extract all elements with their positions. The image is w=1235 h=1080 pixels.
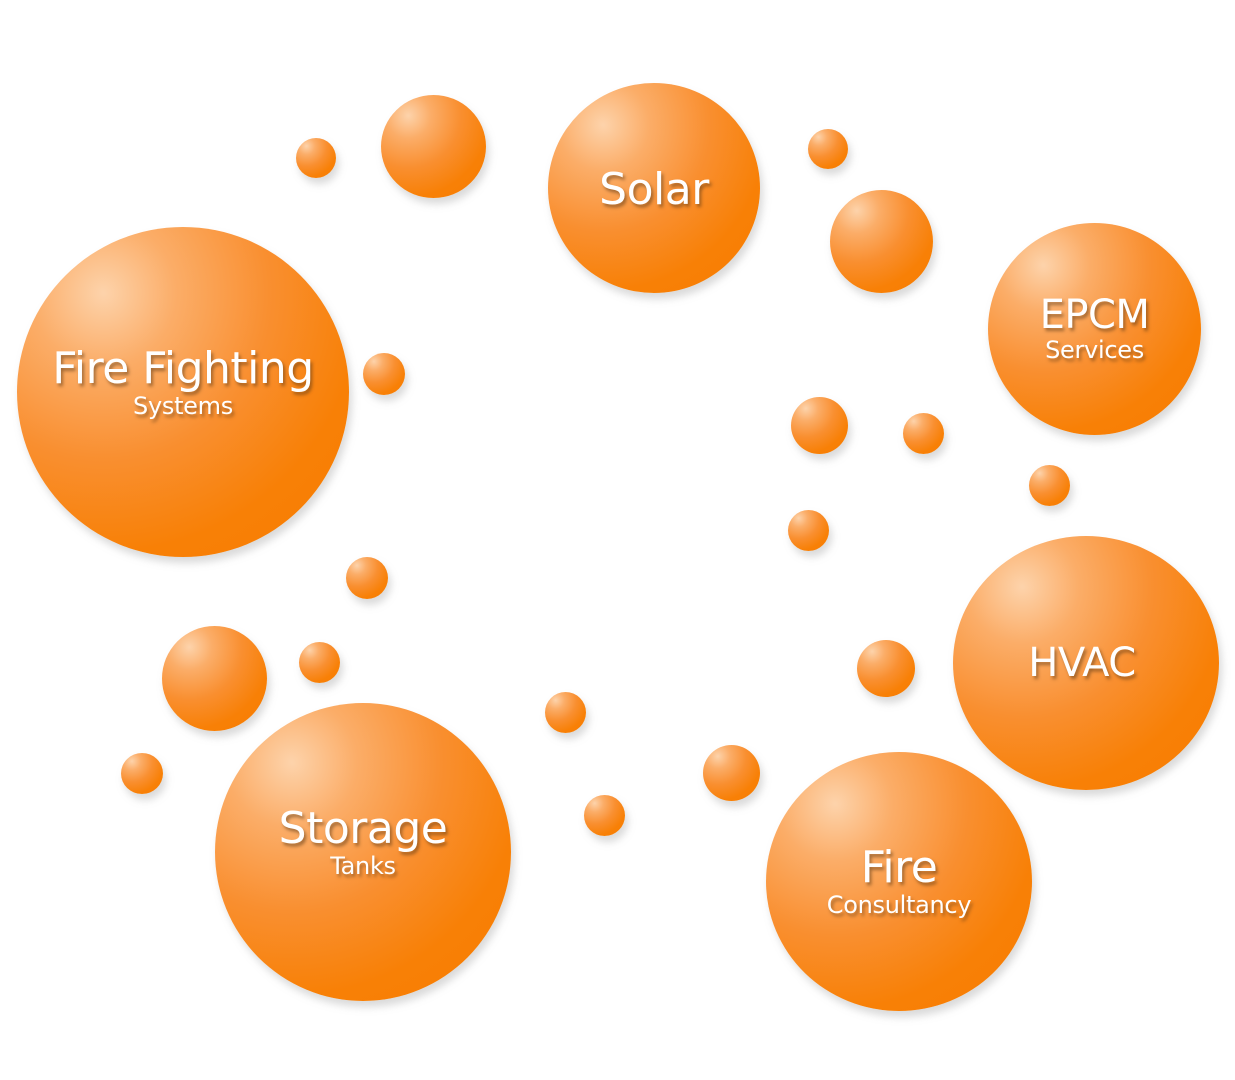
epcm-title: EPCM — [1039, 292, 1150, 339]
decorative-dot — [299, 642, 340, 683]
fire-consultancy-subtitle: Consultancy — [826, 890, 972, 919]
epcm-bubble[interactable]: EPCM Services — [988, 223, 1201, 435]
storage-subtitle: Tanks — [330, 852, 396, 881]
fire-consultancy-title: Fire — [860, 841, 938, 893]
decorative-dot — [788, 510, 829, 551]
hvac-bubble[interactable]: HVAC — [953, 536, 1219, 790]
decorative-dot — [363, 353, 405, 395]
decorative-dot — [830, 190, 933, 293]
storage-bubble[interactable]: Storage Tanks — [215, 703, 511, 1001]
epcm-subtitle: Services — [1045, 336, 1144, 365]
decorative-dot — [162, 626, 267, 731]
decorative-dot — [1029, 465, 1070, 506]
decorative-dot — [121, 753, 163, 794]
storage-title: Storage — [278, 803, 448, 854]
decorative-dot — [381, 95, 486, 198]
fire-fighting-subtitle: Systems — [133, 392, 233, 421]
solar-title: Solar — [599, 163, 709, 215]
fire-fighting-bubble[interactable]: Fire Fighting Systems — [17, 227, 349, 557]
decorative-dot — [545, 692, 586, 733]
decorative-dot — [857, 640, 915, 697]
decorative-dot — [346, 557, 388, 599]
decorative-dot — [903, 413, 944, 454]
decorative-dot — [703, 745, 760, 801]
decorative-dot — [791, 397, 848, 454]
fire-consultancy-bubble[interactable]: Fire Consultancy — [766, 752, 1032, 1011]
fire-fighting-title: Fire Fighting — [52, 343, 314, 394]
solar-bubble[interactable]: Solar — [548, 83, 760, 293]
hvac-title: HVAC — [1028, 640, 1136, 686]
decorative-dot — [584, 795, 625, 836]
decorative-dot — [808, 129, 848, 169]
decorative-dot — [296, 138, 336, 178]
